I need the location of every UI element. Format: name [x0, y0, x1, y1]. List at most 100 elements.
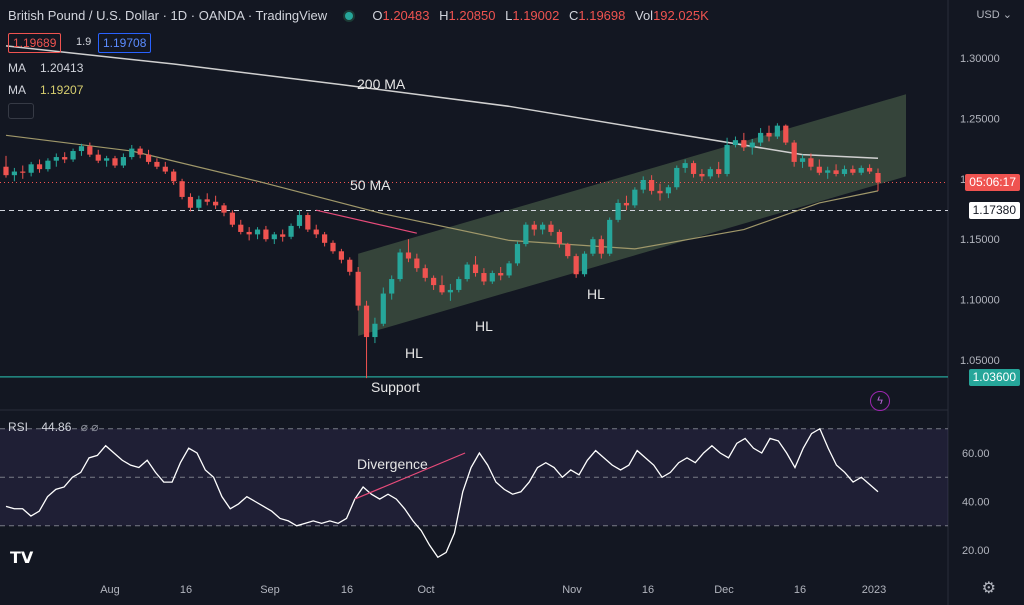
candle-body	[288, 225, 294, 237]
high-value: 1.20850	[448, 8, 496, 23]
price-tick-label: 1.05000	[960, 355, 1000, 367]
candle-body	[271, 234, 277, 240]
candle-body	[313, 229, 319, 235]
currency-label: USD	[976, 9, 1000, 21]
candle-body	[179, 181, 185, 197]
spread-value: 1.9	[76, 36, 92, 48]
candle-body	[171, 171, 177, 182]
candle-body	[363, 305, 370, 338]
candle-body	[70, 151, 76, 160]
candle-body	[20, 171, 26, 173]
ma200-label: MA	[8, 61, 26, 75]
open-value: 1.20483	[382, 8, 430, 23]
gear-icon[interactable]: ⚙	[981, 580, 996, 597]
candle-body	[45, 160, 51, 170]
time-tick-label: 16	[341, 584, 353, 596]
candle-body	[590, 239, 596, 254]
volume-label: Vol	[635, 8, 654, 23]
level-price-tag: 1.17380	[968, 202, 1020, 219]
rsi-divergence-line	[354, 452, 466, 500]
countdown-price-tag: 05:06:17	[965, 174, 1020, 191]
candle-body	[296, 215, 303, 226]
hl-annotation-1: HL	[405, 345, 423, 361]
time-tick-label: Sep	[260, 584, 280, 596]
candle-body	[87, 146, 93, 155]
price-tick-label: 1.30000	[960, 53, 1000, 65]
candle-body	[640, 180, 646, 190]
rsi-tick-label: 20.00	[962, 545, 990, 557]
candle-body	[62, 157, 68, 160]
symbol-header: British Pound / U.S. Dollar · 1D · OANDA…	[8, 8, 709, 23]
candle-body	[531, 224, 537, 230]
candle-body	[246, 231, 252, 235]
candle-body	[690, 163, 697, 174]
rsi-value: 44.86	[41, 420, 72, 434]
candle-body	[506, 263, 512, 276]
candle-body	[833, 170, 839, 174]
time-tick-label: Dec	[714, 584, 734, 596]
candle-body	[489, 273, 495, 282]
symbol-title: British Pound / U.S. Dollar · 1D · OANDA…	[8, 8, 328, 23]
candle-body	[78, 146, 85, 152]
time-tick-label: Nov	[562, 584, 582, 596]
candle-body	[154, 161, 160, 167]
ma200-legend[interactable]: MA 1.20413	[8, 61, 83, 75]
price-tick-label: 1.25000	[960, 113, 1000, 125]
candle-body	[598, 239, 604, 254]
low-label: L	[505, 8, 513, 23]
candle-body	[808, 158, 814, 167]
sell-price-button[interactable]: 1.19689	[8, 33, 62, 53]
candle-body	[238, 224, 244, 232]
candle-body	[724, 144, 730, 174]
buy-price-button[interactable]: 1.19708	[98, 33, 152, 53]
candle-body	[372, 323, 378, 338]
candle-body	[875, 173, 881, 183]
candle-body	[330, 242, 336, 252]
candle-body	[498, 273, 504, 276]
candle-body	[481, 273, 487, 282]
price-divergence-line	[316, 209, 417, 234]
ma50-label: MA	[8, 83, 26, 97]
candle-body	[674, 167, 680, 188]
candle-body	[523, 224, 529, 245]
rsi-legend[interactable]: RSI 44.86 ⌀ ⌀	[8, 420, 99, 434]
candle-body	[305, 215, 311, 230]
candle-body	[263, 229, 269, 240]
candle-body	[573, 256, 579, 275]
support-price-tag: 1.03600	[968, 369, 1020, 386]
lightning-icon[interactable]: ϟ	[870, 391, 890, 411]
ma50-legend[interactable]: MA 1.19207	[8, 83, 83, 97]
candle-body	[540, 224, 546, 230]
candle-body	[112, 158, 118, 166]
candle-body	[464, 264, 470, 280]
time-tick-label: 2023	[862, 584, 886, 596]
currency-selector[interactable]: USD ⌄	[976, 8, 1012, 21]
candle-body	[623, 202, 630, 206]
candle-body	[162, 166, 168, 172]
candle-body	[682, 163, 688, 168]
ascending-channel	[358, 94, 907, 336]
price-tick-label: 1.15000	[960, 234, 1000, 246]
candle-body	[254, 229, 261, 235]
candle-body	[104, 158, 110, 161]
candle-body	[11, 171, 17, 176]
candle-body	[422, 268, 428, 278]
candle-body	[556, 231, 562, 245]
rsi-label: RSI	[8, 420, 29, 434]
rsi-extra: ⌀ ⌀	[80, 420, 99, 434]
candle-body	[716, 169, 722, 174]
ma50-annotation: 50 MA	[350, 177, 391, 193]
candle-body	[565, 244, 571, 257]
collapse-legend-button[interactable]	[8, 103, 34, 119]
hl-annotation-2: HL	[475, 318, 493, 334]
ma200-annotation: 200 MA	[357, 76, 406, 92]
rsi-tick-label: 60.00	[962, 448, 990, 460]
candle-body	[707, 169, 713, 177]
candle-body	[380, 293, 386, 324]
candle-body	[204, 199, 210, 202]
candle-body	[632, 189, 638, 206]
tradingview-logo-icon[interactable]: 𝗧𝗩	[10, 550, 34, 567]
candle-body	[431, 277, 437, 286]
